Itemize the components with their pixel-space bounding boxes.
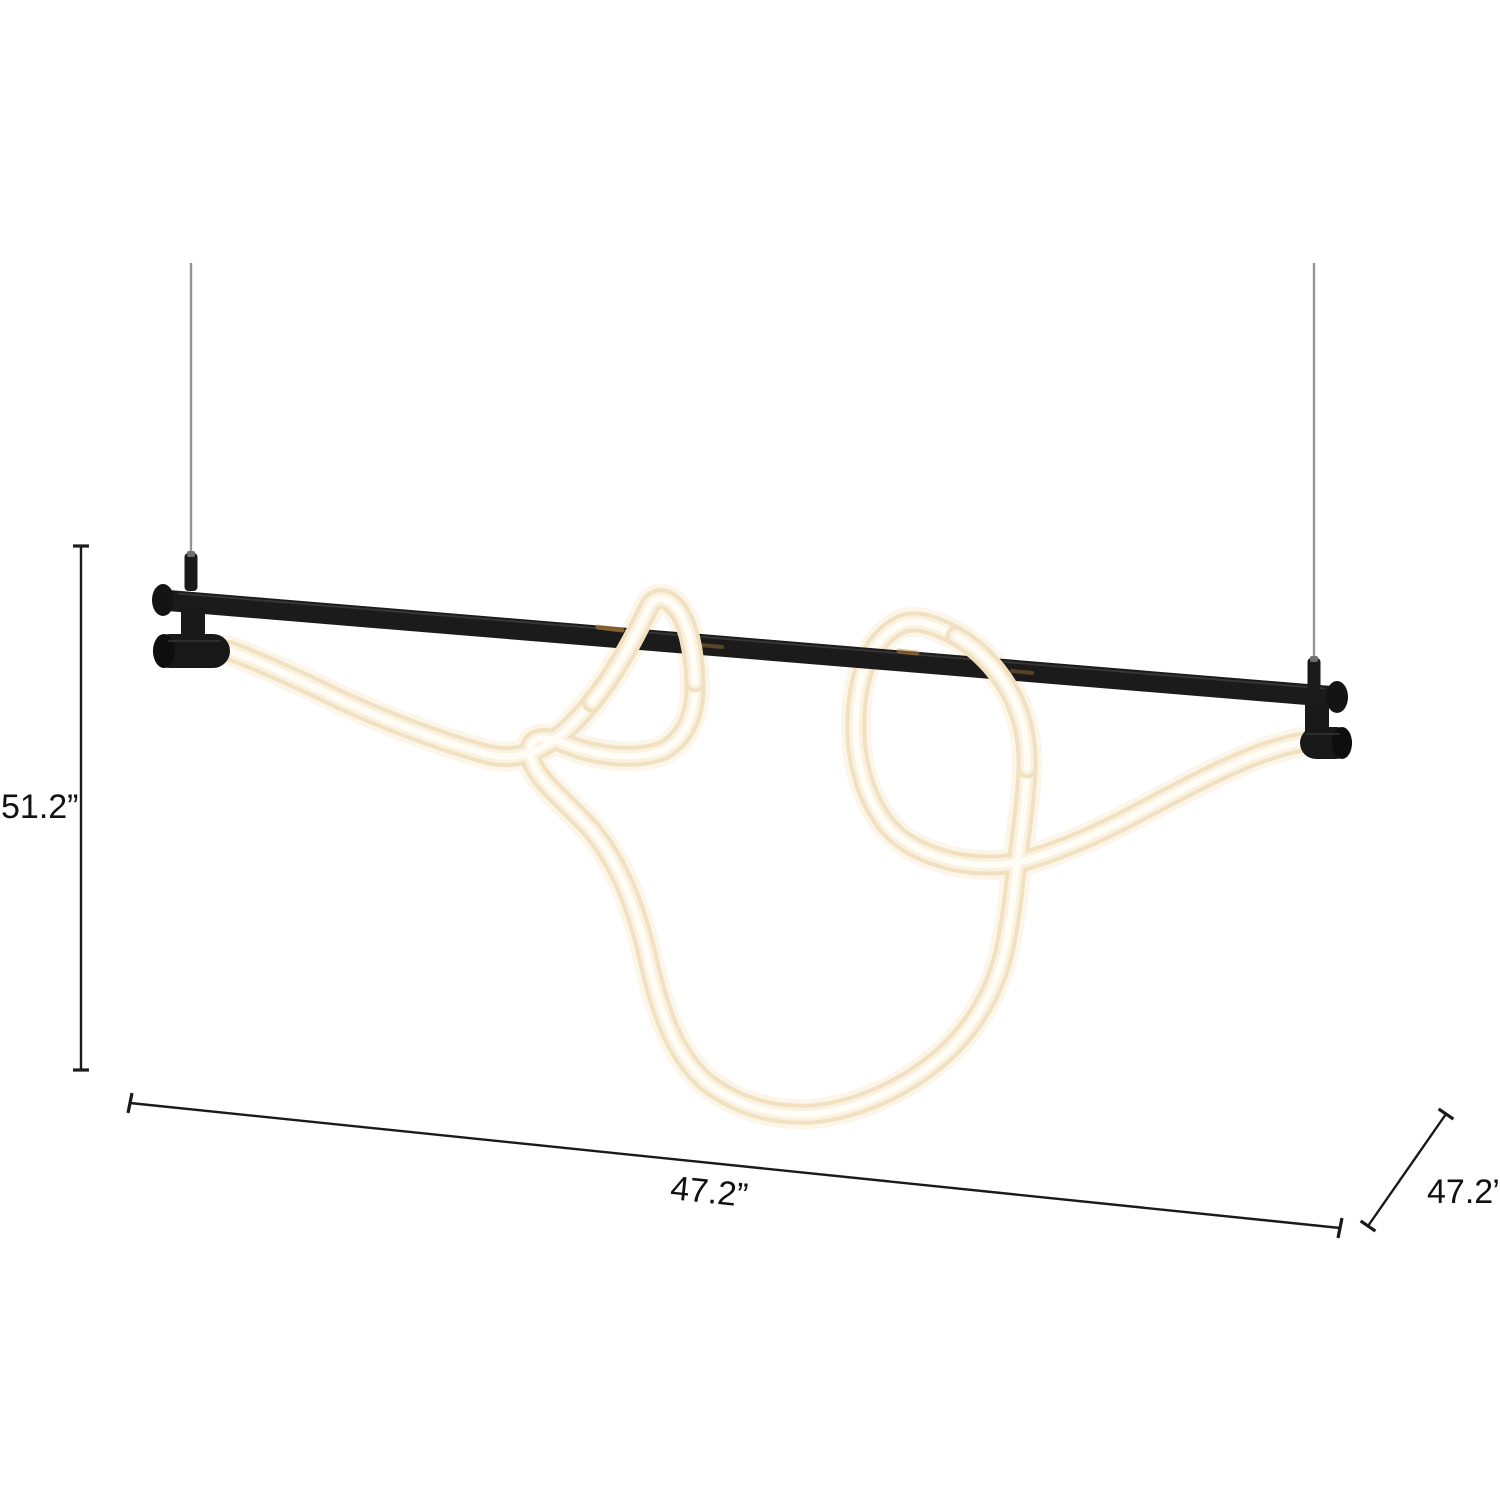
right-end-hardware: [1300, 656, 1352, 759]
bar-top-highlight: [177, 592, 1326, 690]
right-cable-ferrule: [1307, 658, 1321, 690]
left-cable-ferrule: [184, 553, 198, 591]
width-dimension-left-tick: [126, 1092, 134, 1114]
width-dimension-line: [129, 1101, 1341, 1230]
left-loop-front-core: [588, 595, 699, 706]
depth-dimension-line: [1367, 1113, 1447, 1227]
bar-glint-right-loop: [896, 648, 920, 656]
depth-dimension-top-tick: [1437, 1107, 1455, 1121]
suspension-cables: [189, 263, 1316, 663]
depth-dimension-label: 47.2”: [1427, 1173, 1500, 1211]
right-rope-holder-cap: [1332, 727, 1352, 759]
bar-glint-left-loop-2: [698, 643, 724, 649]
height-dimension-label: 51.2”: [1, 788, 79, 826]
right-loop-front-core: [952, 632, 1031, 772]
depth-dimension: [1359, 1107, 1455, 1233]
bar-left-end-cap: [152, 584, 174, 616]
bar-right-end-cap: [1326, 681, 1348, 713]
bar-glint-right-loop-2: [1010, 669, 1034, 675]
height-dimension: [73, 544, 89, 1072]
depth-dimension-bottom-tick: [1359, 1219, 1377, 1233]
left-ferrule-screw: [187, 551, 195, 557]
width-dimension-right-tick: [1336, 1217, 1344, 1239]
width-dimension: [126, 1092, 1344, 1239]
left-rope-holder-cap: [153, 634, 175, 668]
right-ferrule-screw: [1310, 656, 1318, 662]
bar-glint-left-loop: [595, 624, 625, 633]
left-end-hardware: [153, 551, 230, 668]
width-dimension-label: 47.2”: [669, 1169, 750, 1215]
led-rope-front-crossings: [581, 588, 1038, 779]
fixture-bar: [152, 584, 1348, 713]
bar-body: [161, 589, 1338, 708]
